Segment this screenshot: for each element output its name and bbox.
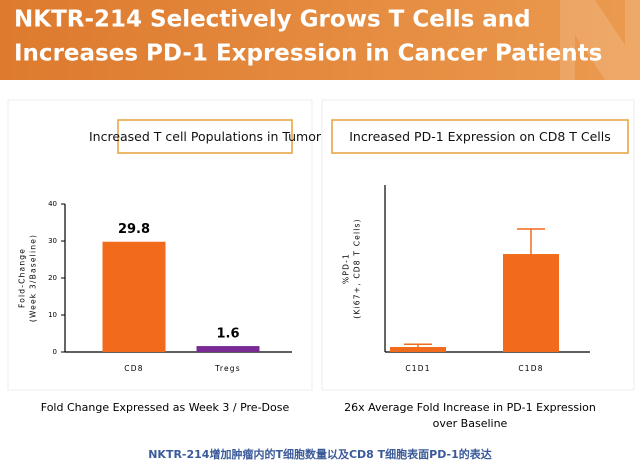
y-tick-label: 20 — [48, 274, 57, 282]
y-tick-label: 30 — [48, 237, 57, 245]
x-tick-label: C1D1 — [405, 364, 430, 373]
header-title: Increases PD-1 Expression in Cancer Pati… — [14, 41, 602, 67]
x-tick-label: C1D8 — [518, 364, 543, 373]
y-axis-label: (Week 3/Baseline) — [29, 234, 38, 322]
chart-title: Increased T cell Populations in Tumor — [89, 129, 322, 144]
y-axis-label: %PD-1 — [342, 253, 351, 284]
chart-title: Increased PD-1 Expression on CD8 T Cells — [349, 129, 611, 144]
caption: 26x Average Fold Increase in PD-1 Expres… — [344, 401, 596, 414]
y-axis-label: Fold-Change — [18, 248, 27, 308]
chart-title-box — [331, 119, 629, 154]
caption: Fold Change Expressed as Week 3 / Pre-Do… — [41, 401, 290, 414]
caption: over Baseline — [433, 417, 508, 430]
logo-watermark — [560, 0, 640, 80]
y-tick-label: 0 — [53, 348, 57, 356]
bar — [102, 241, 166, 352]
x-tick-label: Tregs — [214, 364, 241, 373]
footer: NKTR-214增加肿瘤内的T细胞数量以及CD8 T细胞表面PD-1的表达 — [148, 447, 492, 461]
header-band — [0, 0, 640, 80]
value-label: 29.8 — [118, 222, 150, 237]
y-tick-label: 40 — [48, 200, 57, 208]
y-tick-label: 10 — [48, 311, 57, 319]
header-title: NKTR-214 Selectively Grows T Cells and — [14, 7, 531, 33]
x-tick-label: CD8 — [124, 364, 143, 373]
y-axis-label: (Ki67+, CD8 T Cells) — [353, 218, 362, 319]
value-label: 1.6 — [216, 327, 239, 342]
bar — [390, 346, 446, 352]
chart-title-box — [117, 119, 293, 154]
bar — [503, 254, 559, 352]
bar — [196, 346, 260, 352]
